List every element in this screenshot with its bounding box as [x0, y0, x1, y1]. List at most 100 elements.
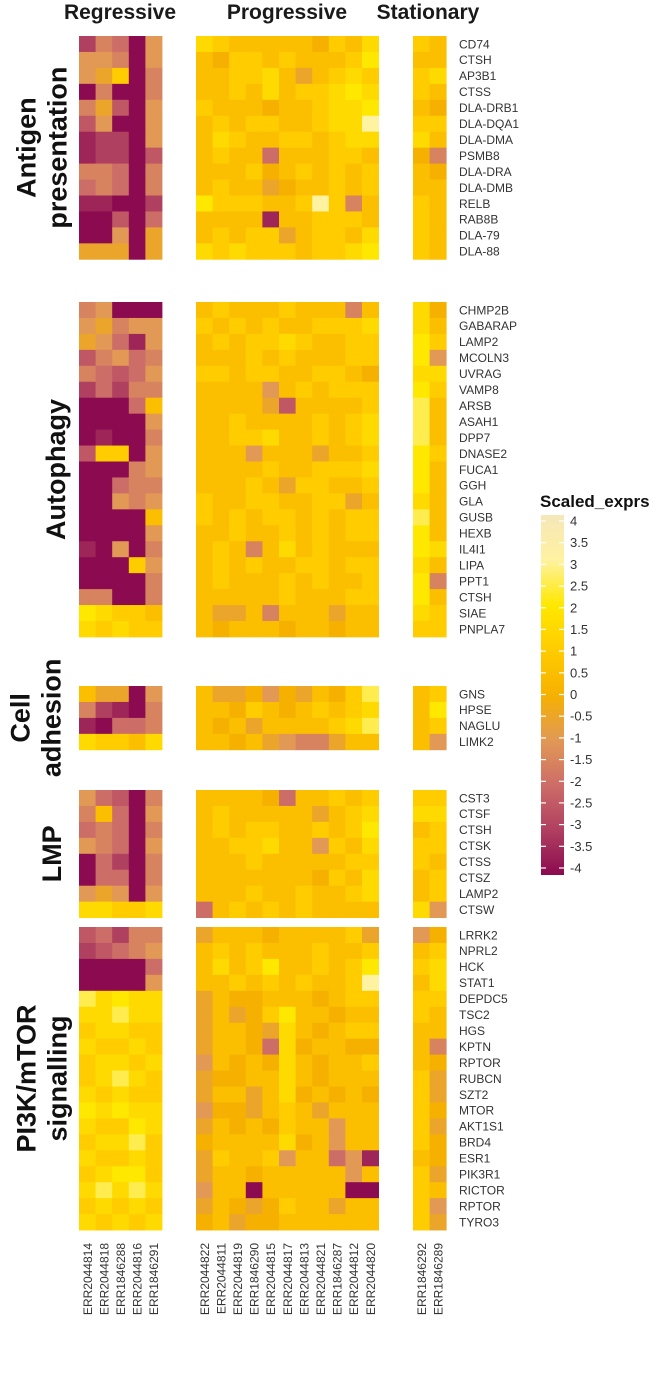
heatmap-cell: [79, 99, 96, 117]
heatmap-cell: [196, 227, 213, 244]
heatmap-cell: [279, 605, 296, 622]
heatmap-cell: [95, 333, 113, 351]
heatmap-cell: [328, 853, 346, 871]
heatmap-cell: [413, 958, 430, 976]
heatmap-cell: [245, 115, 263, 133]
heatmap-cell: [95, 621, 113, 638]
gene-label: PIK3R1: [459, 1168, 501, 1182]
gene-label: RUBCN: [459, 1072, 502, 1086]
heatmap-cell: [95, 381, 113, 399]
heatmap-cell: [95, 605, 113, 622]
heatmap-cell: [279, 509, 296, 526]
heatmap-cell: [79, 821, 96, 839]
heatmap-cell: [413, 621, 430, 638]
heatmap-cell: [328, 1198, 346, 1215]
heatmap-cell: [328, 1070, 346, 1087]
heatmap-cell: [262, 243, 280, 260]
heatmap-cell: [145, 243, 163, 260]
heatmap-cell: [362, 805, 379, 823]
heatmap-cell: [229, 227, 247, 244]
heatmap-cell: [362, 317, 379, 335]
heatmap-cell: [95, 974, 113, 992]
heatmap-cell: [145, 589, 163, 606]
heatmap-cell: [128, 147, 146, 164]
heatmap-cell: [112, 413, 130, 430]
heatmap-cell: [295, 147, 313, 164]
heatmap-cell: [245, 733, 263, 751]
heatmap-cell: [345, 1150, 363, 1167]
heatmap-cell: [312, 179, 330, 196]
heatmap-cell: [196, 1182, 213, 1199]
heatmap-cell: [196, 1134, 213, 1151]
heatmap-cell: [312, 445, 330, 462]
heatmap-cell: [245, 717, 263, 735]
heatmap-cell: [279, 317, 296, 335]
heatmap-cell: [295, 974, 313, 992]
heatmap-cell: [128, 974, 146, 992]
heatmap-cell: [145, 67, 163, 85]
heatmap-cell: [262, 211, 280, 228]
heatmap-cell: [196, 477, 213, 494]
heatmap-cell: [279, 115, 296, 133]
heatmap-cell: [112, 1198, 130, 1215]
heatmap-cell: [279, 901, 296, 918]
heatmap-cell: [229, 1198, 247, 1215]
heatmap-cell: [112, 927, 130, 944]
heatmap-cell: [262, 733, 280, 751]
heatmap-cell: [312, 51, 330, 69]
gene-label: STAT1: [459, 976, 495, 990]
heatmap-cell: [212, 901, 230, 918]
heatmap-cell: [79, 573, 96, 590]
heatmap-cell: [128, 1118, 146, 1135]
gene-label: DNASE2: [459, 447, 507, 461]
heatmap-cell: [229, 901, 247, 918]
group-title-progressive: Progressive: [227, 1, 347, 24]
heatmap-cell: [95, 302, 113, 319]
heatmap-cell: [312, 927, 330, 944]
heatmap-cell: [95, 349, 113, 367]
heatmap-cell: [229, 131, 247, 149]
heatmap-cell: [312, 349, 330, 367]
legend-title: Scaled_exprs: [540, 492, 650, 511]
heatmap-cell: [212, 413, 230, 430]
heatmap-cell: [279, 869, 296, 887]
heatmap-cell: [196, 589, 213, 606]
heatmap-cell: [279, 1214, 296, 1231]
heatmap-cell: [328, 525, 346, 542]
heatmap-cell: [79, 958, 96, 976]
heatmap-cell: [79, 1118, 96, 1135]
heatmap-cell: [95, 1134, 113, 1151]
heatmap-cell: [345, 974, 363, 992]
heatmap-cell: [345, 131, 363, 149]
gene-label: MTOR: [459, 1104, 494, 1118]
heatmap-cell: [362, 163, 379, 180]
heatmap-cell: [145, 1182, 163, 1199]
heatmap-cell: [262, 413, 280, 430]
heatmap-cell: [413, 365, 430, 383]
heatmap-cell: [128, 493, 146, 510]
gene-label: CHMP2B: [459, 303, 509, 317]
heatmap-cell: [79, 349, 96, 367]
heatmap-cell: [413, 477, 430, 494]
heatmap-cell: [212, 36, 230, 53]
heatmap-cell: [362, 573, 379, 590]
heatmap-cell: [245, 1182, 263, 1199]
heatmap-cell: [229, 67, 247, 85]
heatmap-cell: [145, 302, 163, 319]
heatmap-cell: [413, 1118, 430, 1135]
gene-label: CST3: [459, 791, 490, 805]
heatmap-cell: [229, 1166, 247, 1183]
heatmap-cell: [312, 333, 330, 351]
heatmap-cell: [262, 99, 280, 117]
heatmap-cell: [279, 927, 296, 944]
heatmap-cell: [95, 1086, 113, 1103]
heatmap-cell: [112, 686, 130, 703]
heatmap-cell: [229, 163, 247, 180]
heatmap-cell: [279, 837, 296, 855]
sample-label: ERR2044815: [264, 1243, 278, 1315]
heatmap-cell: [112, 67, 130, 85]
heatmap-cell: [279, 885, 296, 903]
sample-label: ERR2044822: [198, 1243, 212, 1315]
heatmap-cell: [79, 942, 96, 960]
heatmap-cell: [279, 445, 296, 462]
